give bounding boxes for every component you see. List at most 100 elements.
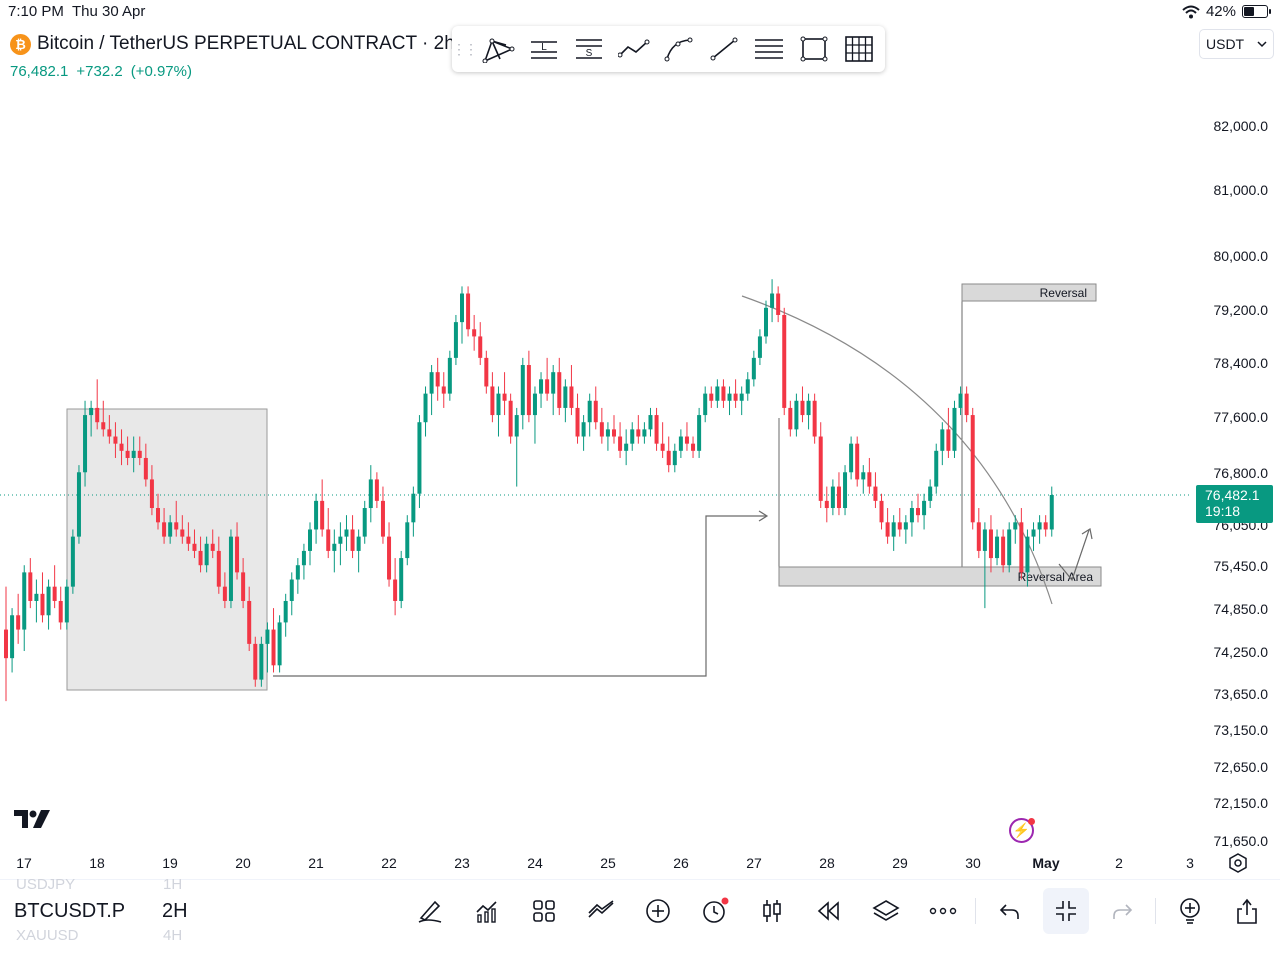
candle-body <box>496 393 501 416</box>
candle-body <box>1025 536 1030 573</box>
replay-icon[interactable] <box>813 895 845 927</box>
price-tick: 78,400.0 <box>1213 355 1269 371</box>
curve-icon[interactable] <box>656 26 701 72</box>
candle-body <box>861 472 866 480</box>
trend-line-icon[interactable] <box>701 26 746 72</box>
clock-time: 7:10 PM <box>8 3 64 20</box>
price-tick: 76,800.0 <box>1213 465 1269 481</box>
forecast-arrowhead <box>1081 528 1093 540</box>
candle-body <box>1007 529 1012 566</box>
candle-body <box>76 472 81 537</box>
drag-handle-icon[interactable]: ⋮⋮ <box>452 40 478 57</box>
time-tick: 27 <box>746 855 762 871</box>
idea-bulb-icon[interactable] <box>1174 895 1206 927</box>
candle-body <box>95 407 100 423</box>
candles-icon[interactable] <box>756 895 788 927</box>
candle-body <box>928 486 933 501</box>
projection-path[interactable] <box>273 515 766 677</box>
alert-clock-icon[interactable] <box>699 895 731 927</box>
forecast-arrow[interactable] <box>1058 529 1090 582</box>
redo-icon[interactable] <box>1107 895 1139 927</box>
layers-icon[interactable] <box>870 895 902 927</box>
candle-body <box>16 615 21 630</box>
price-tick: 80,000.0 <box>1213 248 1269 264</box>
add-circle-icon[interactable] <box>642 895 674 927</box>
chevron-down-icon <box>1257 41 1267 48</box>
time-tick: 3 <box>1186 855 1194 871</box>
price-tag-countdown: 19:18 <box>1205 503 1241 519</box>
grid-icon[interactable] <box>836 26 881 72</box>
pitchfork-icon[interactable] <box>476 26 521 72</box>
short-position-icon[interactable]: S <box>566 26 611 72</box>
candle-body <box>350 529 355 551</box>
price-tick: 73,650.0 <box>1213 686 1269 702</box>
compare-icon[interactable] <box>585 895 617 927</box>
layout-grid-icon[interactable] <box>528 895 560 927</box>
path-icon[interactable] <box>611 26 656 72</box>
toolbar-divider <box>975 898 976 924</box>
share-icon[interactable] <box>1231 895 1263 927</box>
candle-body <box>89 407 94 416</box>
candle-body <box>836 486 841 509</box>
indicators-icon[interactable] <box>471 895 503 927</box>
candle-body <box>526 365 531 416</box>
wifi-icon <box>1182 5 1200 18</box>
candle-body <box>757 336 762 358</box>
candle-body <box>630 429 635 444</box>
candle-body <box>800 400 805 416</box>
candle-body <box>301 550 306 566</box>
price-tick: 73,150.0 <box>1213 722 1269 738</box>
candle-body <box>186 536 191 544</box>
battery-percent: 42% <box>1205 3 1236 20</box>
candle-body <box>545 379 550 394</box>
candle-body <box>672 450 677 466</box>
candle-body <box>228 536 233 601</box>
candle-body <box>137 450 142 458</box>
candle-body <box>192 543 197 551</box>
candle-body <box>478 336 483 358</box>
flash-icon[interactable]: ⚡ <box>1009 818 1035 843</box>
range-box[interactable] <box>66 408 268 691</box>
candle-body <box>22 572 27 630</box>
candle-body <box>247 600 252 644</box>
pen-icon[interactable] <box>414 895 446 927</box>
svg-text:L: L <box>541 42 547 53</box>
symbol-title[interactable]: Bitcoin / TetherUS PERPETUAL CONTRACT · … <box>37 33 467 54</box>
candle-body <box>441 386 446 394</box>
symbol-header[interactable]: ₿ Bitcoin / TetherUS PERPETUAL CONTRACT … <box>10 33 466 55</box>
long-position-icon[interactable]: L <box>521 26 566 72</box>
arc-curve[interactable] <box>741 295 1053 605</box>
candle-body <box>295 565 300 580</box>
candle-body <box>824 500 829 509</box>
gear-icon[interactable] <box>1228 853 1248 873</box>
price-tick: 72,650.0 <box>1213 759 1269 775</box>
chart-canvas[interactable]: Reversal Reversal Area <box>0 0 1190 850</box>
candle-body <box>782 314 787 408</box>
candle-body <box>587 400 592 423</box>
more-icon[interactable] <box>927 895 959 927</box>
horizontal-lines-icon[interactable] <box>746 26 791 72</box>
collapse-icon[interactable] <box>1043 888 1089 934</box>
candle-body <box>539 379 544 394</box>
candle-body <box>1037 522 1042 530</box>
candle-body <box>411 493 416 523</box>
tradingview-logo <box>14 810 50 828</box>
candle-body <box>34 593 39 601</box>
interval-selector[interactable]: 2H <box>162 900 188 922</box>
undo-icon[interactable] <box>993 895 1025 927</box>
price-tick: 72,150.0 <box>1213 795 1269 811</box>
candle-body <box>125 450 130 458</box>
candle-body <box>581 422 586 437</box>
currency-select[interactable]: USDT <box>1199 29 1274 59</box>
ticker-selector[interactable]: BTCUSDT.P <box>14 900 126 922</box>
candle-body <box>1013 522 1018 530</box>
reversal-box[interactable] <box>961 283 1097 302</box>
time-tick: 18 <box>89 855 105 871</box>
candle-body <box>721 386 726 401</box>
price-tick: 74,250.0 <box>1213 644 1269 660</box>
candle-body <box>940 429 945 451</box>
rectangle-icon[interactable] <box>791 26 836 72</box>
candle-body <box>806 400 811 416</box>
candle-body <box>697 415 702 451</box>
candle-body <box>156 508 160 523</box>
